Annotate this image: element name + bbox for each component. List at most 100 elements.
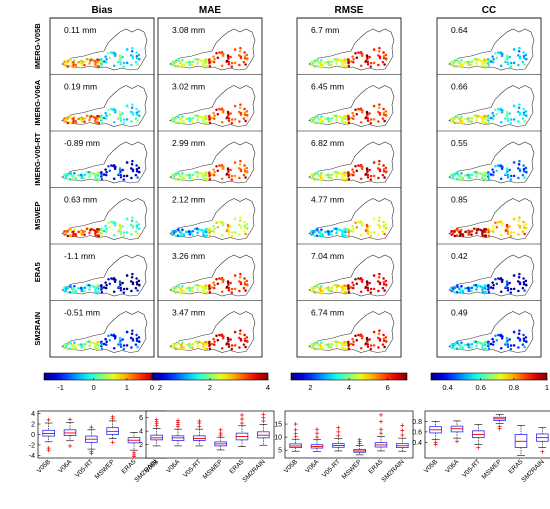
boxplot-ytick-label: 2 [139,442,143,449]
station-dot [487,229,490,232]
station-dot [212,281,215,284]
station-dot [505,224,509,228]
station-dot [213,227,216,231]
station-dot [125,48,129,51]
station-dot [85,170,89,174]
station-dot [497,333,500,337]
station-dot [313,291,317,294]
station-dot [176,121,180,125]
station-dot [64,62,68,65]
boxplot-ytick-label: 6 [139,415,143,422]
metric-value: 3.08 mm [172,25,205,35]
station-dot [339,59,342,62]
station-dot [324,230,327,234]
station-dot [242,60,246,64]
station-dot [79,343,83,346]
station-dot [385,340,388,343]
station-dot [112,347,116,350]
station-dot [315,65,319,68]
station-dot [104,230,108,233]
station-dot [226,224,230,228]
boxplot-ytick-label: 4 [31,411,35,418]
station-dot [489,229,493,233]
station-dot [505,337,509,341]
station-dot [521,60,525,64]
station-dot [382,337,386,341]
station-dot [377,50,381,53]
station-dot [100,172,103,176]
station-dot [118,281,122,284]
station-dot [347,229,350,232]
station-dot [112,64,116,68]
station-dot [453,291,457,294]
station-dot [352,284,355,287]
station-dot [453,178,457,181]
station-dot [119,170,122,174]
outlier-marker [293,422,298,427]
station-dot [110,277,113,280]
station-dot [238,176,241,180]
metric-value: -0.89 mm [64,138,100,148]
station-dot [121,168,124,172]
map-panel: 3.26 mm [158,243,262,297]
station-dot [172,344,176,348]
station-dot [479,228,482,232]
station-dot [316,228,319,232]
station-dot [343,347,346,350]
station-dot [369,287,373,291]
boxplot-category-label: V05-RT [461,458,482,479]
station-dot [74,121,78,125]
station-dot [226,168,230,171]
station-dot [360,111,364,114]
station-dot [483,58,486,61]
station-dot [229,281,232,285]
station-dot [243,282,247,286]
box [235,413,249,447]
station-dot [483,64,486,68]
station-dot [105,114,108,118]
map-panel: 6.74 mm [297,300,401,353]
station-dot [135,281,139,284]
station-dot [341,347,344,350]
station-dot [63,173,66,177]
station-dot [450,60,453,64]
station-dot [522,224,526,228]
station-dot [174,343,178,346]
station-dot [352,114,355,118]
station-dot [244,63,247,66]
station-dot [104,224,107,228]
station-dot [481,347,484,350]
station-dot [354,334,357,337]
station-dot [227,283,230,287]
station-dot [522,111,526,115]
station-dot [505,168,509,171]
station-dot [204,284,207,287]
station-dot [79,173,83,177]
station-dot [174,178,178,181]
station-dot [200,341,203,345]
station-dot [470,343,474,346]
boxplot-category-label: MSWEP [481,458,503,480]
station-dot [112,290,116,294]
outlier-marker [400,433,405,438]
station-dot [171,117,174,120]
station-dot [313,173,317,177]
station-dot [108,56,112,60]
station-dot [366,119,370,123]
station-dot [246,114,249,117]
station-dot [327,120,330,123]
station-dot [239,216,242,219]
station-dot [72,343,75,346]
station-dot [341,121,344,124]
station-dot [464,117,467,121]
station-dot [225,172,229,176]
station-dot [136,289,139,292]
station-dot [122,65,126,68]
station-dot [369,231,373,234]
station-dot [72,60,75,64]
station-dot [202,347,205,350]
map-panel: 0.19 mm [50,74,154,127]
station-dot [495,282,499,286]
station-dot [110,220,113,224]
station-dot [341,177,344,181]
